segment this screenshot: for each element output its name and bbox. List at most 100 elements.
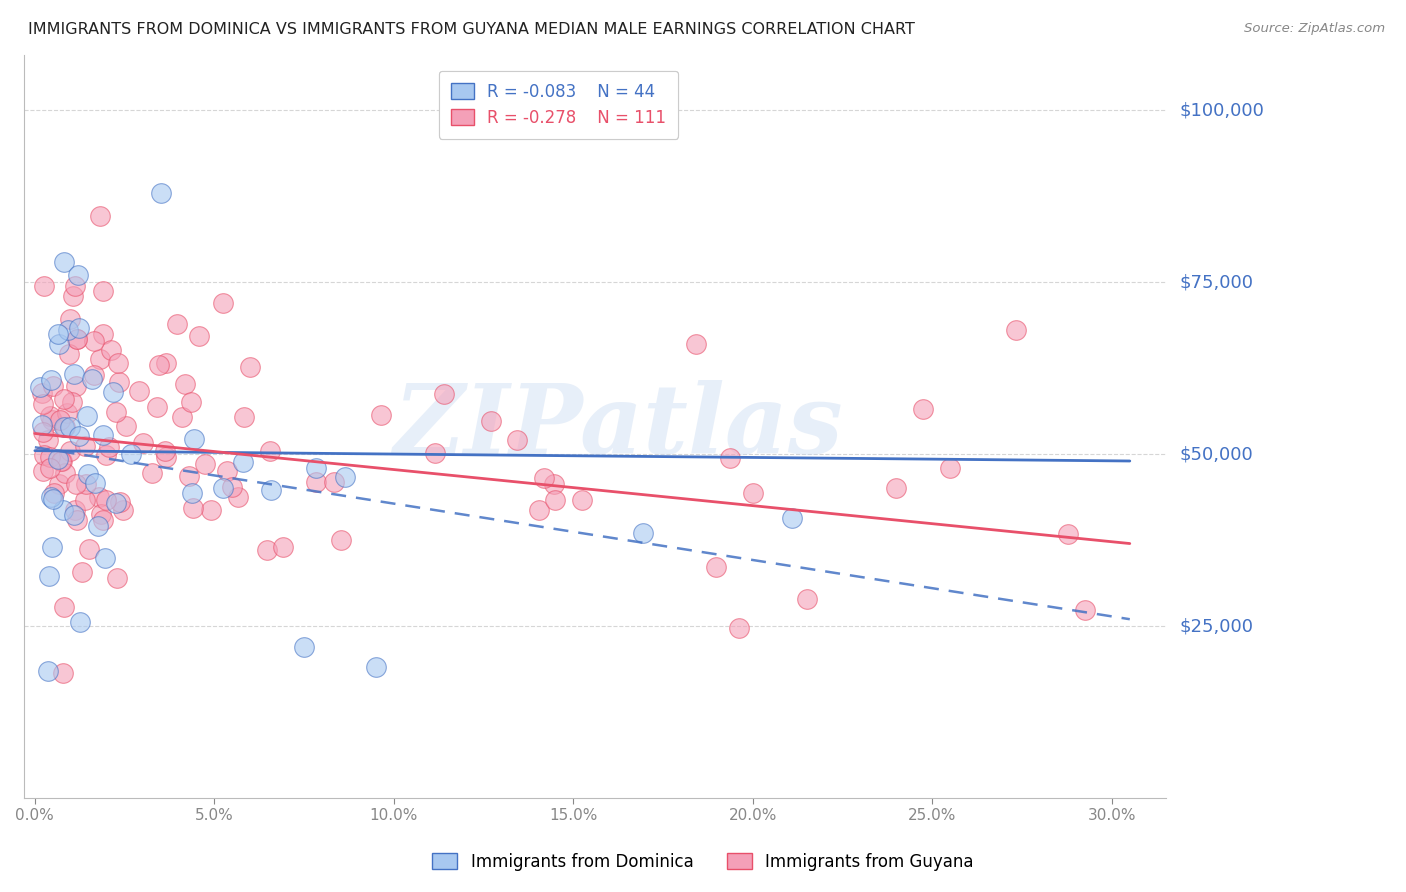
Point xyxy=(31,397,53,411)
Point xyxy=(292,640,315,654)
Point xyxy=(796,591,818,606)
Point xyxy=(58,420,80,434)
Point xyxy=(91,428,114,442)
Point xyxy=(330,533,353,547)
Point xyxy=(42,486,65,500)
Point xyxy=(52,599,75,614)
Point xyxy=(260,483,283,498)
Point xyxy=(720,451,742,466)
Point xyxy=(107,356,129,370)
Point xyxy=(91,326,114,341)
Point xyxy=(479,414,502,428)
Point xyxy=(32,425,55,439)
Point xyxy=(83,334,105,349)
Point xyxy=(53,419,76,434)
Point xyxy=(94,448,117,462)
Point xyxy=(39,450,62,464)
Point xyxy=(212,295,235,310)
Point xyxy=(226,491,249,505)
Point xyxy=(527,503,550,517)
Legend: R = -0.083    N = 44, R = -0.278    N = 111: R = -0.083 N = 44, R = -0.278 N = 111 xyxy=(439,70,678,138)
Point xyxy=(232,455,254,469)
Point xyxy=(65,476,87,491)
Point xyxy=(41,413,63,427)
Point xyxy=(69,615,91,629)
Point xyxy=(506,434,529,448)
Point xyxy=(232,410,254,425)
Point xyxy=(37,665,59,679)
Point xyxy=(56,323,79,337)
Point xyxy=(60,394,83,409)
Point xyxy=(884,481,907,495)
Point xyxy=(75,492,97,507)
Point xyxy=(59,444,82,458)
Point xyxy=(91,512,114,526)
Point xyxy=(433,386,456,401)
Point xyxy=(939,461,962,475)
Point xyxy=(84,476,107,491)
Point xyxy=(89,210,111,224)
Point xyxy=(100,343,122,358)
Point xyxy=(780,511,803,525)
Text: $25,000: $25,000 xyxy=(1180,617,1254,635)
Point xyxy=(89,352,111,367)
Point xyxy=(211,481,233,495)
Point xyxy=(533,471,555,485)
Point xyxy=(52,502,75,516)
Point xyxy=(1074,603,1097,617)
Point xyxy=(166,318,188,332)
Point xyxy=(90,507,112,521)
Point xyxy=(42,379,65,393)
Point xyxy=(128,384,150,398)
Point xyxy=(141,466,163,480)
Point xyxy=(86,518,108,533)
Point xyxy=(370,408,392,422)
Point xyxy=(62,368,84,382)
Point xyxy=(39,461,62,475)
Text: $100,000: $100,000 xyxy=(1180,101,1264,120)
Point xyxy=(239,359,262,374)
Point xyxy=(333,470,356,484)
Point xyxy=(48,477,70,491)
Point xyxy=(55,406,77,420)
Point xyxy=(107,572,129,586)
Point xyxy=(37,434,59,448)
Text: IMMIGRANTS FROM DOMINICA VS IMMIGRANTS FROM GUYANA MEDIAN MALE EARNINGS CORRELAT: IMMIGRANTS FROM DOMINICA VS IMMIGRANTS F… xyxy=(28,22,915,37)
Point xyxy=(49,453,72,467)
Point xyxy=(103,385,125,400)
Point xyxy=(49,413,72,427)
Point xyxy=(46,451,69,466)
Point xyxy=(543,476,565,491)
Point xyxy=(63,508,86,522)
Point xyxy=(1057,527,1080,541)
Point xyxy=(633,526,655,541)
Point xyxy=(42,492,65,507)
Point xyxy=(155,450,177,465)
Point xyxy=(53,466,76,480)
Point xyxy=(912,402,935,417)
Point xyxy=(120,447,142,461)
Legend: Immigrants from Dominica, Immigrants from Guyana: Immigrants from Dominica, Immigrants fro… xyxy=(425,845,981,880)
Point xyxy=(28,380,51,394)
Point xyxy=(31,417,53,432)
Point xyxy=(80,371,103,385)
Point xyxy=(217,465,239,479)
Point xyxy=(77,467,100,481)
Point xyxy=(544,493,567,508)
Point xyxy=(183,432,205,446)
Point xyxy=(39,490,62,504)
Point xyxy=(66,332,89,346)
Point xyxy=(704,560,727,574)
Point xyxy=(66,268,89,283)
Point xyxy=(93,551,115,566)
Point xyxy=(98,440,121,454)
Point xyxy=(104,405,127,419)
Point xyxy=(364,660,387,674)
Point xyxy=(70,565,93,579)
Point xyxy=(271,540,294,554)
Point xyxy=(77,541,100,556)
Point xyxy=(75,477,97,491)
Text: ZIPatlas: ZIPatlas xyxy=(392,380,842,474)
Point xyxy=(194,458,217,472)
Point xyxy=(108,495,131,509)
